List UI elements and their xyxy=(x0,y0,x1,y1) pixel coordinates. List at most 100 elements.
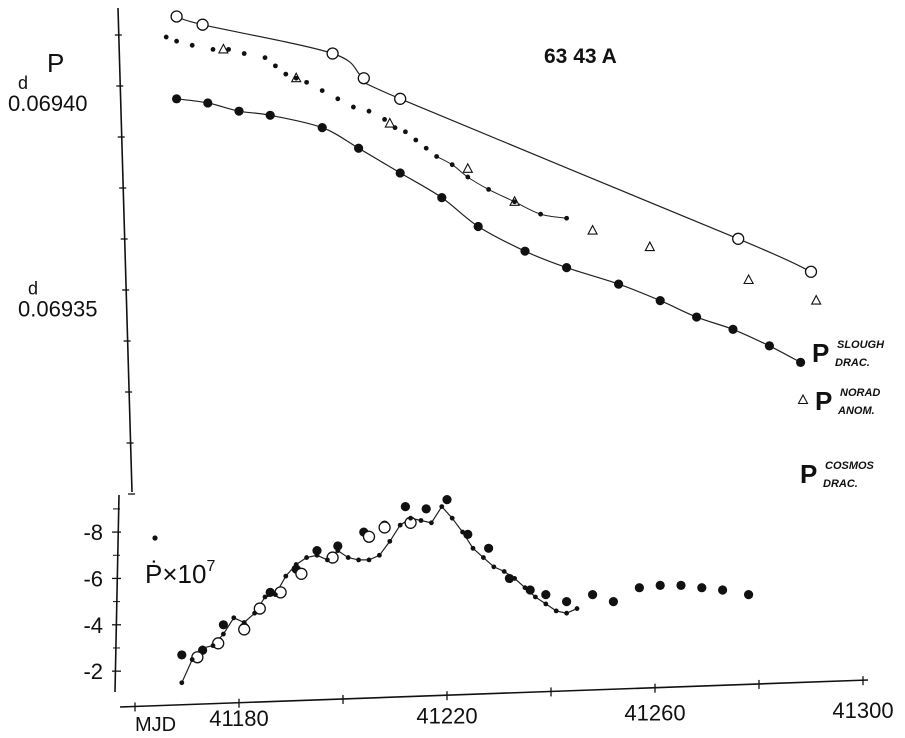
lower-point-small-dot xyxy=(231,615,237,621)
upper-point-filled-circle xyxy=(764,341,775,351)
lower-point-small-dot xyxy=(397,522,403,528)
upper-point-filled-circle xyxy=(562,263,572,273)
lower-point-small-dot xyxy=(512,576,517,581)
x-tick-label: 41180 xyxy=(209,706,269,731)
lower-point-small-dot xyxy=(325,557,330,563)
lower-point-filled-circle xyxy=(718,585,728,595)
pdot-accent xyxy=(152,535,158,541)
lower-point-small-dot xyxy=(564,610,569,616)
upper-point-small-dot xyxy=(189,42,195,48)
upper-point-small-dot xyxy=(465,174,471,180)
x-axis: MJD 41180 41220 41260 41300 xyxy=(119,676,894,736)
lower-point-small-dot xyxy=(241,620,247,625)
lower-point-small-dot xyxy=(481,555,486,560)
upper-point-filled-circle xyxy=(796,357,806,367)
upper-point-open-triangle xyxy=(743,273,755,285)
lower-point-small-dot xyxy=(293,562,299,567)
upper-point-filled-circle xyxy=(172,94,182,104)
lower-point-filled-circle xyxy=(525,585,535,595)
series-label-sub: DRAC. xyxy=(835,357,870,369)
upper-point-open-circle xyxy=(326,47,339,60)
series-label-sup: NORAD xyxy=(840,387,880,399)
lower-point-filled-circle xyxy=(655,580,665,590)
lower-point-open-circle xyxy=(238,623,251,636)
lower-point-small-dot xyxy=(574,606,580,611)
lower-point-filled-circle xyxy=(504,573,514,584)
lower-point-small-dot xyxy=(418,518,424,523)
lower-point-small-dot xyxy=(200,645,206,651)
upper-point-open-circle xyxy=(170,10,183,23)
upper-point-open-circle xyxy=(196,18,209,31)
lower-point-filled-circle xyxy=(421,504,431,514)
upper-point-small-dot xyxy=(351,104,356,110)
x-tick-label: 41220 xyxy=(416,703,477,728)
upper-point-filled-circle xyxy=(203,98,213,108)
upper-point-filled-circle xyxy=(655,295,665,306)
lower-point-filled-circle xyxy=(442,495,452,505)
upper-y-axis-label: P xyxy=(47,48,64,78)
lower-point-small-dot xyxy=(262,594,268,600)
lower-y-axis-label-exp: 7 xyxy=(206,558,215,575)
upper-point-small-dot xyxy=(538,211,543,217)
lower-y-tick-label: -6 xyxy=(83,566,103,591)
series-labels: P SLOUGH DRAC. P NORAD ANOM. P COSMOS DRAC. xyxy=(797,338,885,490)
lower-point-open-circle xyxy=(378,521,391,534)
lower-point-filled-circle xyxy=(463,529,473,540)
upper-point-open-circle xyxy=(804,265,818,278)
upper-point-small-dot xyxy=(512,199,517,205)
x-tick-label: 41260 xyxy=(624,701,685,726)
upper-point-small-dot xyxy=(283,71,289,77)
upper-axis-line xyxy=(117,7,133,493)
legend-triangle xyxy=(797,393,809,405)
upper-y-tick-superscript: d xyxy=(18,73,28,93)
series-label-main: P xyxy=(815,386,832,416)
series-label-sup: SLOUGH xyxy=(837,339,885,351)
lower-point-filled-circle xyxy=(744,590,754,600)
upper-point-small-dot xyxy=(293,75,299,81)
upper-point-small-dot xyxy=(319,88,325,93)
upper-point-small-dot xyxy=(335,96,341,102)
upper-point-small-dot xyxy=(226,47,232,52)
lower-point-filled-circle xyxy=(312,546,322,556)
upper-y-tick-label: 0.06935 xyxy=(18,297,98,322)
lower-point-open-circle xyxy=(362,530,376,543)
upper-point-filled-circle xyxy=(317,123,327,133)
upper-y-tick-superscript: d xyxy=(28,279,38,299)
lower-point-open-circle xyxy=(295,567,308,580)
upper-point-small-dot xyxy=(366,108,372,114)
upper-point-small-dot xyxy=(304,79,309,85)
upper-point-filled-circle xyxy=(265,110,275,120)
lower-y-tick-label: -8 xyxy=(83,520,103,545)
upper-point-open-triangle xyxy=(462,162,474,173)
lower-point-small-dot xyxy=(283,573,289,579)
lower-series-marks xyxy=(177,495,754,686)
upper-series-curves xyxy=(176,15,812,363)
chart-title: 63 43 A xyxy=(544,45,617,68)
lower-point-small-dot xyxy=(553,608,559,614)
upper-series-marks xyxy=(163,10,822,367)
lower-point-filled-circle xyxy=(177,650,187,660)
lower-y-axis-label: Ṗ×107 xyxy=(145,558,215,589)
upper-point-small-dot xyxy=(403,129,408,135)
upper-point-filled-circle xyxy=(234,106,244,116)
upper-point-filled-circle xyxy=(437,193,447,203)
lower-point-small-dot xyxy=(470,545,476,551)
lower-point-small-dot xyxy=(522,585,528,591)
lower-point-filled-circle xyxy=(562,597,572,607)
upper-y-tick-label: 0.06940 xyxy=(8,91,88,116)
upper-point-small-dot xyxy=(413,137,419,143)
series-label-sub: DRAC. xyxy=(823,478,858,490)
lower-point-filled-circle xyxy=(400,501,410,512)
upper-point-small-dot xyxy=(564,215,569,221)
lower-point-filled-circle xyxy=(265,587,275,597)
series-label-main: P xyxy=(800,459,817,489)
lower-point-small-dot xyxy=(189,657,195,662)
upper-point-filled-circle xyxy=(473,221,483,232)
lower-point-small-dot xyxy=(366,557,372,563)
lower-point-small-dot xyxy=(439,504,445,509)
lower-y-axis-label-base: Ṗ×10 xyxy=(145,559,206,589)
lower-point-filled-circle xyxy=(697,583,707,593)
upper-point-open-triangle xyxy=(217,43,229,54)
lower-point-small-dot xyxy=(429,520,434,526)
